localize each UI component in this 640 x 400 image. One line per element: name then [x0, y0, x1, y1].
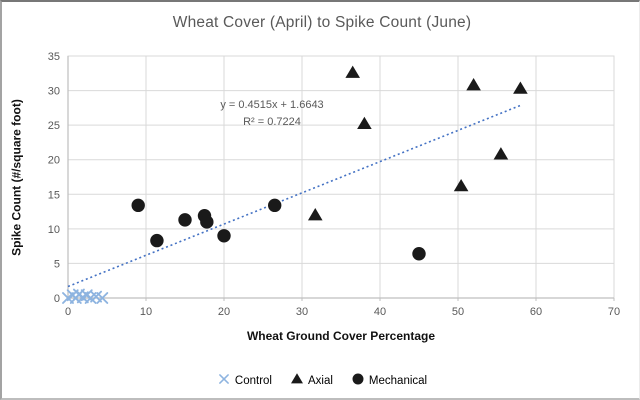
series-axial	[307, 65, 528, 221]
data-point-mechanical[interactable]	[412, 247, 426, 261]
y-axis-title: Spike Count (#/square foot)	[9, 99, 24, 256]
trendline[interactable]	[67, 104, 521, 288]
data-point-axial[interactable]	[345, 65, 360, 78]
data-point-axial[interactable]	[357, 116, 372, 130]
x-tick-label: 30	[296, 306, 308, 318]
y-tick-label: 0	[54, 293, 60, 305]
x-tick-label: 20	[218, 306, 230, 318]
series-mechanical	[131, 198, 426, 261]
legend-label: Axial	[307, 375, 333, 387]
data-point-control[interactable]	[96, 292, 109, 304]
x-tick-label: 0	[65, 306, 71, 318]
data-point-axial[interactable]	[307, 208, 323, 221]
triangle-marker-icon	[290, 372, 304, 391]
x-axis-title: Wheat Ground Cover Percentage	[246, 329, 436, 343]
data-point-mechanical[interactable]	[268, 198, 282, 213]
y-tick-label: 15	[48, 189, 60, 201]
x-tick-label: 60	[530, 306, 542, 318]
y-tick-label: 25	[48, 120, 60, 132]
x-tick-label: 70	[608, 306, 620, 318]
circle-marker-icon	[351, 372, 365, 391]
data-point-mechanical[interactable]	[178, 213, 192, 227]
legend-item-control[interactable]: Control	[217, 372, 272, 391]
y-tick-label: 5	[54, 258, 60, 270]
x-tick-label: 40	[374, 306, 386, 318]
y-tick-label: 10	[48, 224, 60, 236]
data-point-mechanical[interactable]	[150, 233, 164, 248]
data-point-axial[interactable]	[453, 178, 469, 192]
data-point-axial[interactable]	[513, 81, 528, 94]
legend-label: Control	[234, 375, 272, 387]
data-point-mechanical[interactable]	[217, 229, 231, 243]
data-point-mechanical[interactable]	[131, 198, 145, 213]
legend: Control Axial Mechanical	[2, 370, 639, 392]
series-control	[62, 288, 109, 304]
legend-item-mechanical[interactable]: Mechanical	[351, 372, 427, 391]
x-tick-label: 10	[140, 306, 152, 318]
data-point-axial[interactable]	[493, 147, 509, 160]
data-point-axial[interactable]	[466, 78, 481, 91]
data-point-mechanical[interactable]	[200, 215, 214, 229]
legend-label: Mechanical	[368, 375, 428, 387]
chart-title: Wheat Cover (April) to Spike Count (June…	[172, 14, 472, 31]
y-tick-label: 20	[48, 155, 60, 167]
y-tick-label: 35	[48, 51, 60, 63]
legend-item-axial[interactable]: Axial	[290, 372, 333, 391]
x-tick-label: 50	[452, 306, 464, 318]
trendline-label: y = 0.4515x + 1.6643 R² = 0.7224	[192, 97, 352, 131]
trendline-r-squared: R² = 0.7224	[243, 116, 301, 128]
trendline-equation: y = 0.4515x + 1.6643	[220, 99, 324, 111]
x-marker-icon	[217, 372, 231, 391]
y-tick-label: 30	[48, 86, 60, 98]
